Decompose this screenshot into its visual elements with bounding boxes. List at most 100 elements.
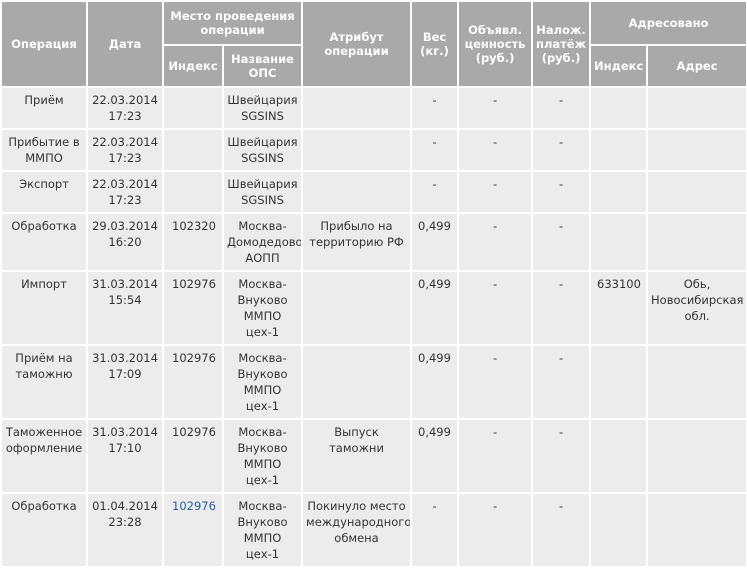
header-addr-index: Индекс (591, 46, 647, 86)
cell-index: 102976 (164, 346, 222, 418)
table-row: Прибытие в ММПО 22.03.2014 17:23 Швейцар… (2, 130, 747, 170)
table-row: Экспорт 22.03.2014 17:23 Швейцария SGSIN… (2, 172, 747, 212)
cell-operation: Обработка (2, 494, 86, 566)
cell-attribute (303, 346, 411, 418)
cell-date: 29.03.2014 16:20 (88, 214, 162, 270)
cell-cod: - (533, 346, 590, 418)
header-place: Место проведения операции (164, 2, 302, 44)
cell-cod: - (533, 272, 590, 344)
cell-weight: - (412, 494, 458, 566)
cell-cod: - (533, 130, 590, 170)
cell-declared-value: - (459, 420, 532, 492)
cell-operation: Приём (2, 88, 86, 128)
cell-addr-index (591, 214, 647, 270)
cell-addr-index (591, 172, 647, 212)
cell-date: 31.03.2014 17:09 (88, 346, 162, 418)
cell-declared-value: - (459, 88, 532, 128)
cell-index (164, 88, 222, 128)
cell-address (648, 130, 747, 170)
table-row: Приём 22.03.2014 17:23 Швейцария SGSINS … (2, 88, 747, 128)
cell-weight: - (412, 172, 458, 212)
cell-date: 01.04.2014 23:28 (88, 494, 162, 566)
cell-address (648, 494, 747, 566)
cell-ops-name: Швейцария SGSINS (224, 130, 302, 170)
cell-declared-value: - (459, 494, 532, 566)
cell-ops-name: Москва-Домодедово АОПП (224, 214, 302, 270)
cell-address: Обь, Новосибирская обл. (648, 272, 747, 344)
cell-address (648, 214, 747, 270)
header-declared-value: Объявл. ценность (руб.) (459, 2, 532, 86)
cell-attribute (303, 172, 411, 212)
cell-operation: Экспорт (2, 172, 86, 212)
cell-ops-name: Швейцария SGSINS (224, 172, 302, 212)
cell-operation: Приём на таможню (2, 346, 86, 418)
table-header: Операция Дата Место проведения операции … (2, 2, 747, 86)
cell-operation: Таможенное оформление (2, 420, 86, 492)
cell-cod: - (533, 420, 590, 492)
cell-cod: - (533, 88, 590, 128)
header-addressed: Адресовано (591, 2, 747, 44)
cell-address (648, 420, 747, 492)
cell-index: 102320 (164, 214, 222, 270)
cell-declared-value: - (459, 214, 532, 270)
table-row: Обработка 29.03.2014 16:20 102320 Москва… (2, 214, 747, 270)
cell-attribute (303, 88, 411, 128)
cell-index: 102976 (164, 494, 222, 566)
table-body: Приём 22.03.2014 17:23 Швейцария SGSINS … (2, 88, 747, 566)
cell-cod: - (533, 172, 590, 212)
header-attribute: Атрибут операции (303, 2, 411, 86)
cell-addr-index (591, 130, 647, 170)
header-place-index: Индекс (164, 46, 222, 86)
cell-ops-name: Швейцария SGSINS (224, 88, 302, 128)
ops-index-link[interactable]: 102976 (172, 499, 216, 513)
table-row: Таможенное оформление 31.03.2014 17:10 1… (2, 420, 747, 492)
cell-declared-value: - (459, 346, 532, 418)
cell-attribute (303, 130, 411, 170)
cell-declared-value: - (459, 130, 532, 170)
cell-date: 22.03.2014 17:23 (88, 130, 162, 170)
header-operation: Операция (2, 2, 86, 86)
cell-weight: 0,499 (412, 420, 458, 492)
cell-operation: Импорт (2, 272, 86, 344)
cell-attribute: Покинуло место международного обмена (303, 494, 411, 566)
cell-weight: 0,499 (412, 214, 458, 270)
cell-attribute (303, 272, 411, 344)
cell-date: 31.03.2014 17:10 (88, 420, 162, 492)
cell-ops-name: Москва-Внуково ММПО цех-1 (224, 272, 302, 344)
cell-date: 22.03.2014 17:23 (88, 172, 162, 212)
cell-index (164, 172, 222, 212)
cell-operation: Прибытие в ММПО (2, 130, 86, 170)
cell-address (648, 346, 747, 418)
cell-ops-name: Москва-Внуково ММПО цех-1 (224, 346, 302, 418)
cell-index: 102976 (164, 420, 222, 492)
cell-ops-name: Москва-Внуково ММПО цех-1 (224, 494, 302, 566)
table-row: Импорт 31.03.2014 15:54 102976 Москва-Вн… (2, 272, 747, 344)
cell-date: 22.03.2014 17:23 (88, 88, 162, 128)
header-cod: Налож. платёж (руб.) (533, 2, 590, 86)
cell-address (648, 88, 747, 128)
table-row: Приём на таможню 31.03.2014 17:09 102976… (2, 346, 747, 418)
cell-weight: - (412, 130, 458, 170)
cell-declared-value: - (459, 272, 532, 344)
cell-index: 102976 (164, 272, 222, 344)
cell-attribute: Прибыло на территорию РФ (303, 214, 411, 270)
cell-weight: 0,499 (412, 346, 458, 418)
cell-attribute: Выпуск таможни (303, 420, 411, 492)
cell-declared-value: - (459, 172, 532, 212)
cell-addr-index (591, 88, 647, 128)
cell-addr-index (591, 494, 647, 566)
cell-cod: - (533, 494, 590, 566)
cell-cod: - (533, 214, 590, 270)
cell-addr-index: 633100 (591, 272, 647, 344)
cell-date: 31.03.2014 15:54 (88, 272, 162, 344)
cell-weight: 0,499 (412, 272, 458, 344)
header-place-name: Название ОПС (224, 46, 302, 86)
cell-ops-name: Москва-Внуково ММПО цех-1 (224, 420, 302, 492)
cell-index (164, 130, 222, 170)
cell-addr-index (591, 346, 647, 418)
table-row: Обработка 01.04.2014 23:28 102976 Москва… (2, 494, 747, 566)
header-weight: Вес (кг.) (412, 2, 458, 86)
header-addr-address: Адрес (648, 46, 747, 86)
cell-weight: - (412, 88, 458, 128)
